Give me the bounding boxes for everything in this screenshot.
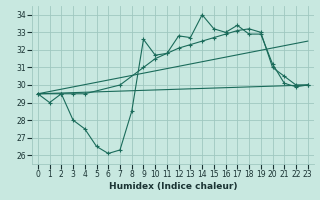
X-axis label: Humidex (Indice chaleur): Humidex (Indice chaleur) (108, 182, 237, 191)
